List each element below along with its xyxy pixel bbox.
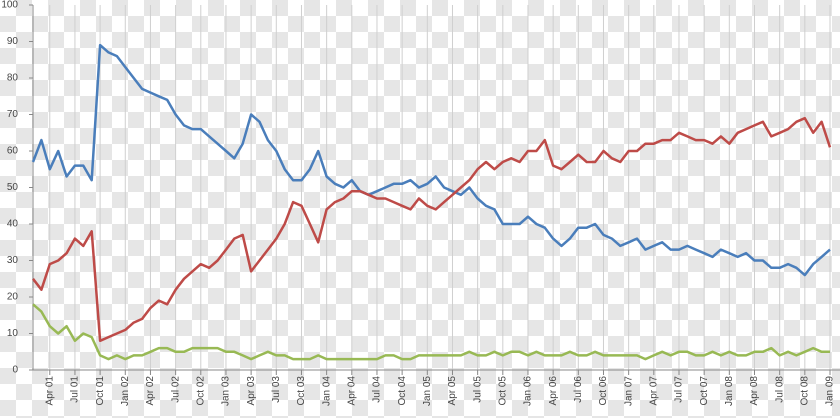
x-tick-label: Jul 08 — [774, 376, 785, 403]
y-tick-label: 90 — [7, 36, 19, 47]
x-tick-label: Jan 09 — [825, 376, 836, 406]
x-tick-label: Apr 02 — [145, 376, 156, 406]
x-tick-label: Jan 05 — [422, 376, 433, 406]
x-tick-label: Oct 05 — [497, 376, 508, 406]
x-tick-label: Apr 01 — [44, 376, 55, 406]
x-tick-label: Oct 03 — [296, 376, 307, 406]
y-tick-label: 20 — [7, 292, 19, 303]
x-tick-label: Jul 03 — [271, 376, 282, 403]
x-tick-label: Apr 06 — [548, 376, 559, 406]
x-tick-label: Jul 07 — [674, 376, 685, 403]
x-tick-label: Jul 04 — [372, 376, 383, 403]
x-tick-label: Jul 06 — [573, 376, 584, 403]
series-line — [32, 116, 832, 343]
y-tick-label: 30 — [7, 255, 19, 266]
x-tick-label: Oct 07 — [699, 376, 710, 406]
y-tick-label: 100 — [1, 0, 18, 11]
y-tick-label: 50 — [7, 182, 19, 193]
y-tick-label: 60 — [7, 146, 19, 157]
x-tick-label: Oct 02 — [195, 376, 206, 406]
x-tick-label: Jan 06 — [523, 376, 534, 406]
x-tick-label: Jan 03 — [221, 376, 232, 406]
x-tick-label: Apr 05 — [447, 376, 458, 406]
series-line — [32, 303, 830, 361]
x-tick-label: Apr 04 — [346, 376, 357, 406]
y-tick-label: 0 — [12, 365, 18, 376]
x-tick-label: Oct 08 — [799, 376, 810, 406]
y-tick-label: 10 — [7, 328, 19, 339]
x-tick-label: Oct 06 — [598, 376, 609, 406]
series-line — [31, 43, 831, 277]
y-tick-label: 40 — [7, 219, 19, 230]
x-tick-label: Jan 02 — [120, 376, 131, 406]
x-tick-label: Oct 04 — [397, 376, 408, 406]
y-tick-label: 80 — [7, 73, 19, 84]
x-tick-label: Jul 01 — [70, 376, 81, 403]
x-tick-label: Jul 05 — [472, 376, 483, 403]
x-tick-label: Oct 01 — [95, 376, 106, 406]
x-tick-label: Jan 04 — [321, 376, 332, 406]
x-tick-label: Jan 07 — [623, 376, 634, 406]
x-tick-label: Apr 07 — [648, 376, 659, 406]
x-tick-label: Jul 02 — [170, 376, 181, 403]
x-tick-label: Apr 03 — [246, 376, 257, 406]
x-tick-label: Jan 08 — [724, 376, 735, 406]
y-tick-label: 70 — [7, 109, 19, 120]
x-tick-label: Apr 08 — [749, 376, 760, 406]
